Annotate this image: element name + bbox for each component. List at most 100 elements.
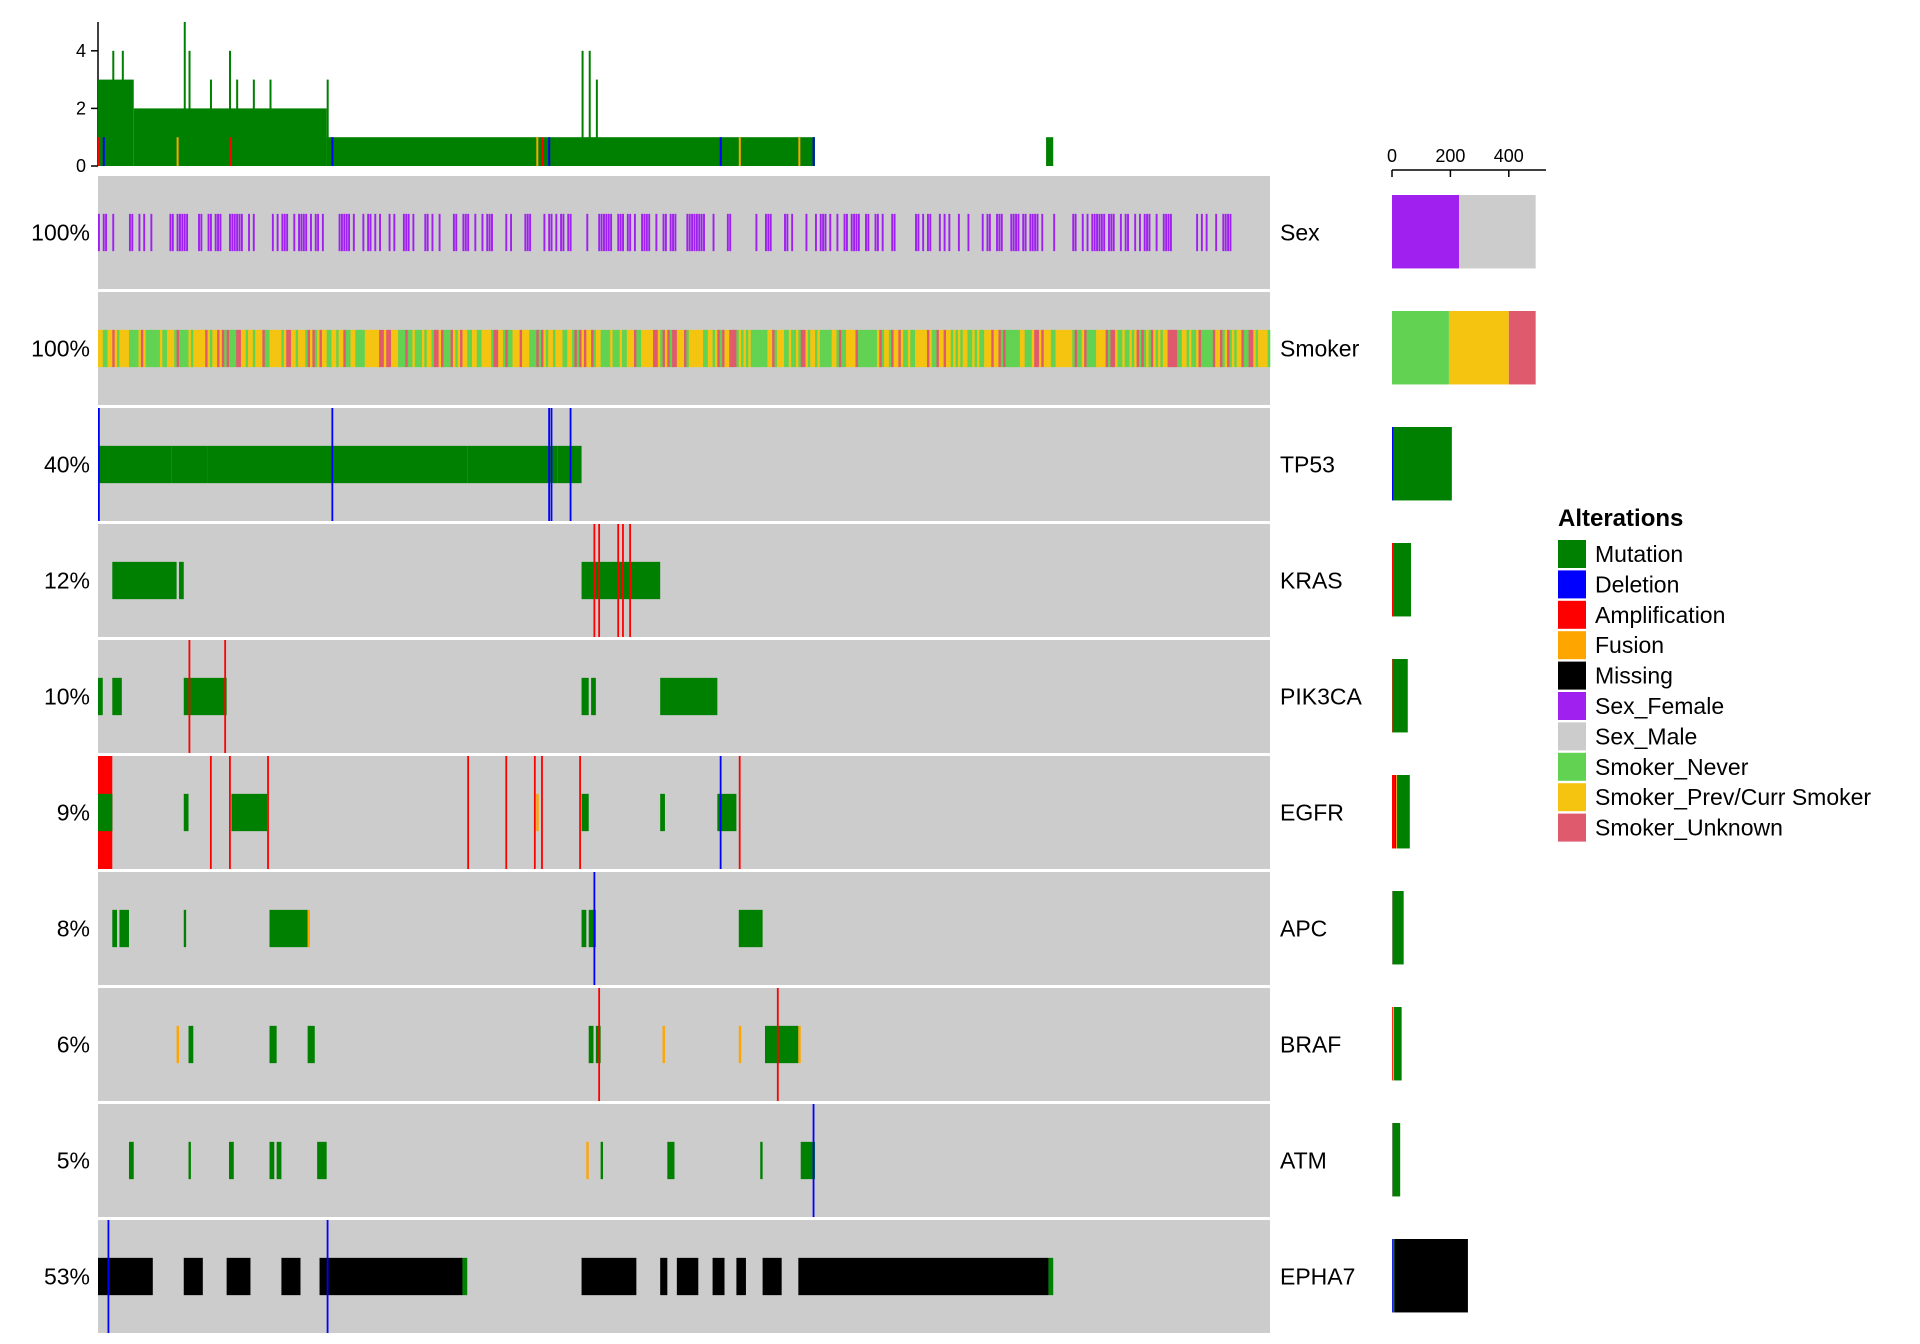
sex-female-cell bbox=[169, 213, 172, 252]
smoker-cell bbox=[793, 329, 797, 368]
smoker-cell bbox=[1034, 329, 1037, 368]
sex-female-cell bbox=[603, 213, 605, 252]
smoker-cell bbox=[591, 329, 594, 368]
amplification-cell bbox=[209, 756, 212, 869]
smoker-cell bbox=[988, 329, 992, 368]
legend-label: Sex_Female bbox=[1595, 693, 1724, 719]
mutation-cell bbox=[269, 909, 308, 948]
sex-female-cell bbox=[1196, 213, 1199, 252]
sex-female-cell bbox=[198, 213, 200, 252]
smoker-cell bbox=[979, 329, 983, 368]
smoker-cell bbox=[429, 329, 432, 368]
smoker-cell bbox=[1084, 329, 1087, 368]
smoker-cell bbox=[448, 329, 451, 368]
smoker-cell bbox=[688, 329, 692, 368]
missing-cell bbox=[712, 1257, 725, 1296]
sex-female-cell bbox=[452, 213, 455, 252]
smoker-cell bbox=[567, 329, 570, 368]
smoker-cell bbox=[274, 329, 277, 368]
smoker-cell bbox=[109, 329, 113, 368]
mutation-cell bbox=[600, 1141, 604, 1180]
deletion-cell bbox=[326, 1220, 329, 1333]
smoker-cell bbox=[595, 329, 599, 368]
smoker-cell bbox=[633, 329, 637, 368]
row-tp53: 40% TP53 bbox=[44, 408, 1335, 521]
sex-female-cell bbox=[1031, 213, 1034, 252]
smoker-cell bbox=[214, 329, 218, 368]
sex-female-cell bbox=[926, 213, 929, 252]
smoker-cell bbox=[1129, 329, 1133, 368]
sex-female-cell bbox=[1024, 213, 1027, 252]
smoker-cell bbox=[1184, 329, 1187, 368]
sex-female-cell bbox=[298, 213, 301, 252]
sex-female-cell bbox=[1041, 213, 1044, 252]
top-bar-spike bbox=[581, 50, 584, 166]
top-bar-spike bbox=[183, 22, 186, 166]
sex-female-cell bbox=[1036, 213, 1039, 252]
smoker-cell bbox=[217, 329, 220, 368]
mutation-cell bbox=[231, 793, 268, 832]
sex-female-cell bbox=[229, 213, 231, 252]
sex-female-cell bbox=[340, 213, 343, 252]
smoker-cell bbox=[224, 329, 227, 368]
sex-female-cell bbox=[529, 213, 532, 252]
smoker-cell bbox=[1093, 329, 1097, 368]
smoker-cell bbox=[865, 329, 868, 368]
count-bar-mutation bbox=[1393, 543, 1411, 617]
mutation-cell bbox=[581, 909, 587, 948]
sex-female-cell bbox=[1148, 213, 1151, 252]
smoker-cell bbox=[903, 329, 906, 368]
smoker-cell bbox=[176, 329, 180, 368]
smoker-cell bbox=[798, 329, 802, 368]
sex-female-cell bbox=[314, 213, 317, 252]
smoker-cell bbox=[143, 329, 146, 368]
smoker-cell bbox=[545, 329, 549, 368]
smoker-cell bbox=[1260, 329, 1264, 368]
sex-female-cell bbox=[526, 213, 529, 252]
smoker-cell bbox=[236, 329, 239, 368]
sex-female-cell bbox=[1215, 213, 1218, 252]
amplification-cell bbox=[467, 756, 470, 869]
sex-female-cell bbox=[791, 213, 794, 252]
smoker-cell bbox=[393, 329, 397, 368]
smoker-cell bbox=[269, 329, 273, 368]
smoker-cell bbox=[812, 329, 816, 368]
fusion-cell bbox=[738, 1025, 742, 1064]
smoker-cell bbox=[252, 329, 256, 368]
smoker-cell bbox=[750, 329, 754, 368]
sex-female-cell bbox=[662, 213, 665, 252]
smoker-cell bbox=[579, 329, 582, 368]
amplification-cell bbox=[533, 756, 536, 869]
smoker-cell bbox=[1019, 329, 1023, 368]
smoker-cell bbox=[464, 329, 468, 368]
smoker-cell bbox=[1148, 329, 1152, 368]
row-background bbox=[98, 756, 1270, 869]
smoker-cell bbox=[1236, 329, 1240, 368]
sex-female-cell bbox=[431, 213, 434, 252]
smoker-cell bbox=[1196, 329, 1199, 368]
smoker-cell bbox=[374, 329, 378, 368]
amplification-cell bbox=[738, 756, 741, 869]
smoker-cell bbox=[938, 329, 942, 368]
sex-female-cell bbox=[1165, 213, 1168, 252]
smoker-cell bbox=[183, 329, 187, 368]
sex-female-cell bbox=[1098, 213, 1101, 252]
smoker-cell bbox=[872, 329, 875, 368]
smoker-cell bbox=[1000, 329, 1004, 368]
row-apc: 8% APC bbox=[57, 872, 1327, 985]
smoker-cell bbox=[1055, 329, 1059, 368]
smoker-cell bbox=[860, 329, 863, 368]
legend-swatch bbox=[1558, 540, 1586, 568]
smoker-cell bbox=[314, 329, 318, 368]
sex-female-cell bbox=[286, 213, 289, 252]
mutation-cell bbox=[588, 1025, 594, 1064]
smoker-cell bbox=[843, 329, 847, 368]
right-x-tick-label: 200 bbox=[1435, 146, 1465, 166]
smoker-cell bbox=[279, 329, 282, 368]
legend-label: Missing bbox=[1595, 663, 1673, 689]
smoker-cell bbox=[248, 329, 251, 368]
smoker-cell bbox=[250, 329, 254, 368]
sex-female-cell bbox=[550, 213, 553, 252]
smoker-cell bbox=[233, 329, 237, 368]
smoker-cell bbox=[262, 329, 266, 368]
